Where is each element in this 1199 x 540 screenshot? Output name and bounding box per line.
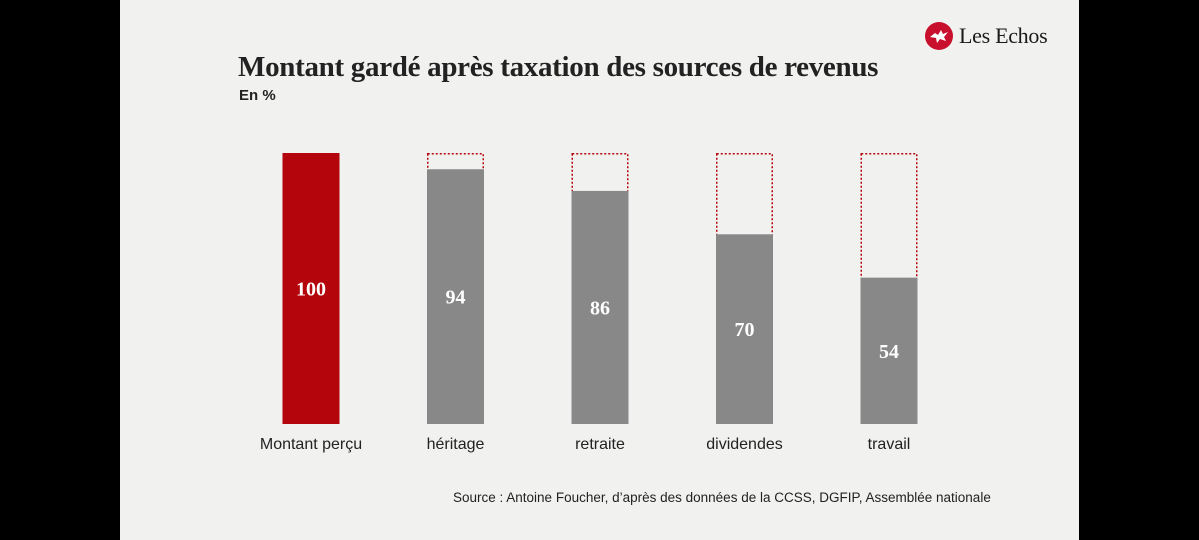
data-label-retraite: 86 xyxy=(590,297,610,319)
category-label-retraite: retraite xyxy=(575,436,625,453)
source-note: Source : Antoine Foucher, d’après des do… xyxy=(453,490,991,505)
les-echos-logo: Les Echos xyxy=(925,21,1048,51)
brand-name: Les Echos xyxy=(959,23,1048,48)
data-label-heritage: 94 xyxy=(446,287,466,309)
bar-montant-percu xyxy=(282,153,340,424)
bar-heritage xyxy=(427,169,484,424)
category-label-travail: travail xyxy=(868,436,911,453)
data-label-dividendes: 70 xyxy=(735,319,755,341)
bar-dividendes xyxy=(716,234,773,424)
bar-retraite xyxy=(571,190,629,424)
category-label-montant-percu: Montant perçu xyxy=(260,436,362,453)
data-label-travail: 54 xyxy=(879,341,899,363)
category-label-heritage: héritage xyxy=(427,436,485,453)
data-label-montant-percu: 100 xyxy=(296,279,326,301)
chart-title: Montant gardé après taxation des sources… xyxy=(238,51,879,83)
category-label-dividendes: dividendes xyxy=(706,436,783,453)
eagle-icon xyxy=(925,22,953,50)
bar-travail xyxy=(860,277,918,424)
chart-subtitle: En % xyxy=(239,87,276,104)
